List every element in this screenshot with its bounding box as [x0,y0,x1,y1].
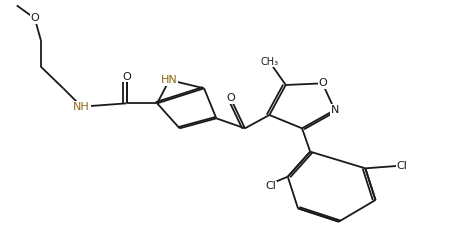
Text: Cl: Cl [397,161,408,171]
Text: Cl: Cl [265,181,276,191]
Text: CH₃: CH₃ [260,57,278,67]
Text: N: N [330,105,339,115]
Text: O: O [31,13,39,23]
Text: O: O [226,93,235,103]
Text: NH: NH [73,102,90,112]
Text: O: O [318,78,327,88]
Text: HN: HN [161,75,178,85]
Text: O: O [122,72,131,82]
